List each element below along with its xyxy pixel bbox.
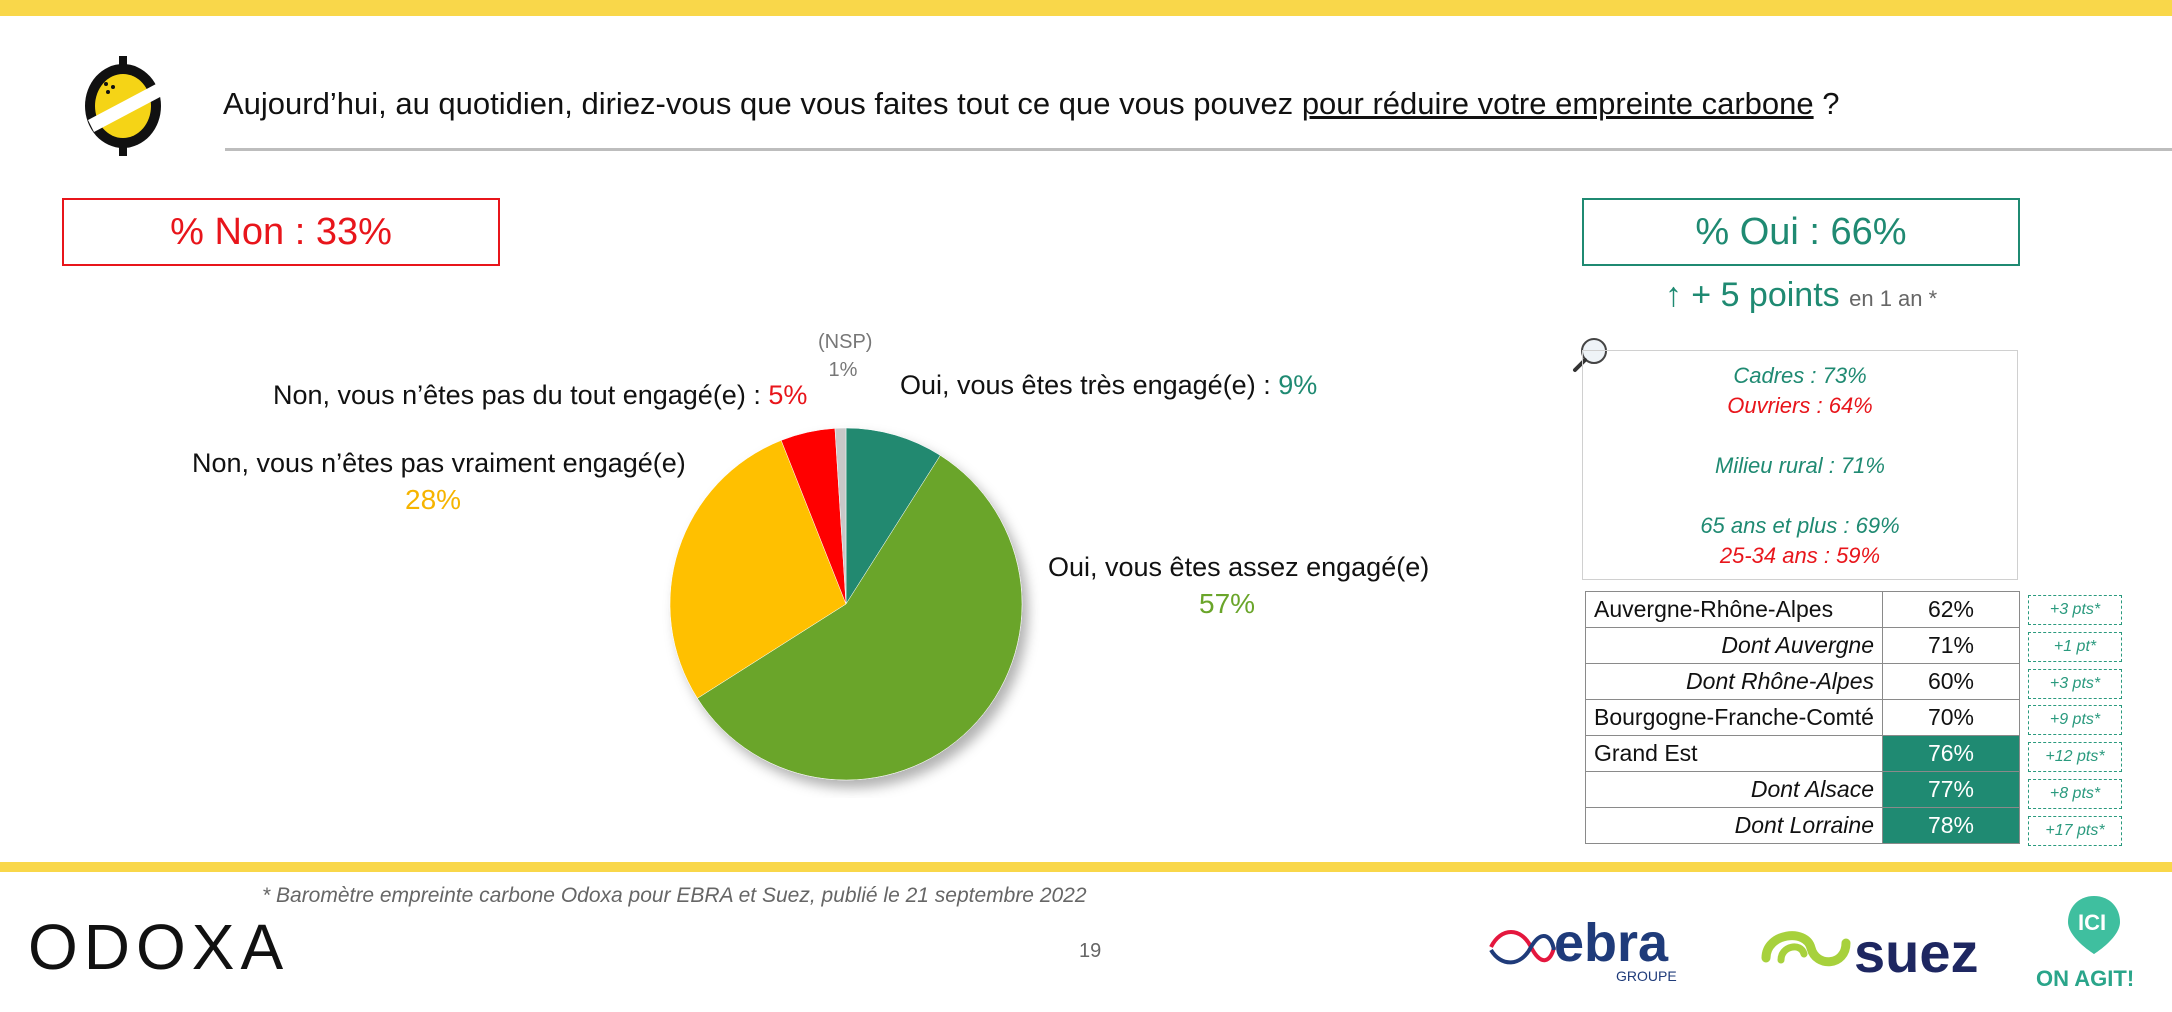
trend-period: en 1 an * (1849, 286, 1938, 311)
slice-label-pas-du-tout: Non, vous n’êtes pas du tout engagé(e) : (273, 380, 761, 410)
trend-indicator: ↑ + 5 points en 1 an * (1582, 276, 2020, 315)
bottom-accent-bar (0, 862, 2172, 872)
ebra-logo: ebra GROUPE (1486, 912, 1712, 984)
pie-slice-2 (669, 440, 847, 699)
non-total-box: % Non : 33% (62, 198, 500, 266)
table-row: Grand Est 76% (1585, 735, 2020, 772)
ici-subtitle: ON AGIT! (2036, 966, 2135, 991)
region-value: 77% (1882, 771, 2020, 808)
footnote: * Baromètre empreinte carbone Odoxa pour… (262, 884, 1087, 907)
odoxa-wordmark: ODOXA (28, 911, 290, 983)
slice-value-pas-vraiment: 28% (405, 484, 462, 515)
label-pas-du-tout: Non, vous n’êtes pas du tout engagé(e) :… (273, 380, 807, 411)
region-name: Dont Lorraine (1585, 807, 1883, 844)
region-name: Dont Auvergne (1585, 627, 1883, 664)
ici-logo: ICI ON AGIT! (2034, 894, 2154, 998)
suez-logo: suez (1756, 918, 1996, 988)
region-value: 78% (1882, 807, 2020, 844)
slice-value-assez-engage: 57% (1199, 588, 1256, 619)
table-row: Dont Lorraine 78% (1585, 807, 2020, 844)
ebra-wordmark: ebra (1554, 913, 1669, 973)
region-value: 70% (1882, 699, 2020, 736)
profile-milieu-rural: Milieu rural : 71% (1715, 453, 1885, 478)
region-delta-badge: +17 pts* (2028, 815, 2122, 846)
pie-slice-0 (845, 427, 941, 605)
region-name: Dont Rhône-Alpes (1585, 663, 1883, 700)
pie-slice-4 (834, 427, 847, 605)
table-row: Auvergne-Rhône-Alpes 62% (1585, 591, 2020, 628)
trend-value: + 5 points (1691, 276, 1840, 314)
ici-text: ICI (2078, 910, 2107, 935)
profile-ouvriers: Ouvriers : 64% (1727, 393, 1873, 418)
oui-total-label: % Oui : 66% (1695, 210, 1907, 253)
region-name: Dont Alsace (1585, 771, 1883, 808)
table-row: Dont Alsace 77% (1585, 771, 2020, 808)
non-total-label: % Non : 33% (170, 210, 392, 253)
suez-symbol-icon (1761, 931, 1851, 967)
region-value: 76% (1882, 735, 2020, 772)
header-divider (225, 148, 2172, 151)
slice-value-pas-du-tout: 5% (768, 380, 808, 410)
ici-pin-icon (2068, 896, 2120, 954)
regions-table: Auvergne-Rhône-Alpes 62% Dont Auvergne 71% D… (1585, 591, 2020, 844)
table-row: Dont Rhône-Alpes 60% (1585, 663, 2020, 700)
slice-value-nsp: 1% (828, 359, 858, 381)
label-tres-engage: Oui, vous êtes très engagé(e) : 9% (900, 370, 1317, 401)
region-delta-badge: +12 pts* (2028, 742, 2122, 773)
slice-label-pas-vraiment: Non, vous n’êtes pas vraiment engagé(e) (192, 448, 686, 478)
question-suffix: ? (1813, 86, 1840, 121)
region-value: 62% (1882, 591, 2020, 628)
nsp-label: (NSP) 1% (818, 328, 873, 384)
suez-wordmark: suez (1854, 921, 1979, 984)
slice-label-tres-engage: Oui, vous êtes très engagé(e) : (900, 370, 1271, 400)
arrow-up-icon: ↑ (1664, 276, 1682, 314)
region-delta-badge: +3 pts* (2028, 668, 2122, 699)
region-value: 60% (1882, 663, 2020, 700)
magnifier-icon (1573, 338, 1607, 372)
table-row: Bourgogne-Franche-Comté 70% (1585, 699, 2020, 736)
top-accent-bar (0, 0, 2172, 16)
slice-label-assez-engage: Oui, vous êtes assez engagé(e) (1048, 552, 1430, 582)
table-row: Dont Auvergne 71% (1585, 627, 2020, 664)
region-delta-badge: +9 pts* (2028, 705, 2122, 736)
page-number: 19 (1079, 940, 1102, 962)
question-text: Aujourd’hui, au quotidien, diriez-vous q… (223, 86, 1294, 121)
region-delta-badge: +3 pts* (2028, 595, 2122, 625)
profile-65-plus: 65 ans et plus : 69% (1700, 513, 1900, 538)
question-underlined: pour réduire votre empreinte carbone (1301, 86, 1814, 121)
region-delta-badge: +1 pt* (2028, 631, 2122, 662)
pie-slice-1 (697, 455, 1023, 781)
region-delta-badge: +8 pts* (2028, 779, 2122, 809)
pie-chart (669, 427, 1023, 781)
odoxa-emblem-icon (85, 56, 162, 156)
profile-cadres: Cadres : 73% (1733, 363, 1867, 388)
ebra-subtitle: GROUPE (1616, 968, 1677, 984)
oui-total-box: % Oui : 66% (1582, 198, 2020, 266)
region-name: Bourgogne-Franche-Comté (1585, 699, 1883, 736)
region-name: Grand Est (1585, 735, 1883, 772)
ebra-swirl-icon (1489, 930, 1556, 965)
region-name: Auvergne-Rhône-Alpes (1585, 591, 1883, 628)
profile-25-34: 25-34 ans : 59% (1719, 543, 1881, 568)
slice-value-tres-engage: 9% (1278, 370, 1318, 400)
profile-box: Cadres : 73% Ouvriers : 64% Milieu rural… (1582, 350, 2018, 580)
region-value: 71% (1882, 627, 2020, 664)
slice-label-nsp: (NSP) (818, 331, 873, 353)
survey-question: Aujourd’hui, au quotidien, diriez-vous q… (223, 86, 1839, 122)
